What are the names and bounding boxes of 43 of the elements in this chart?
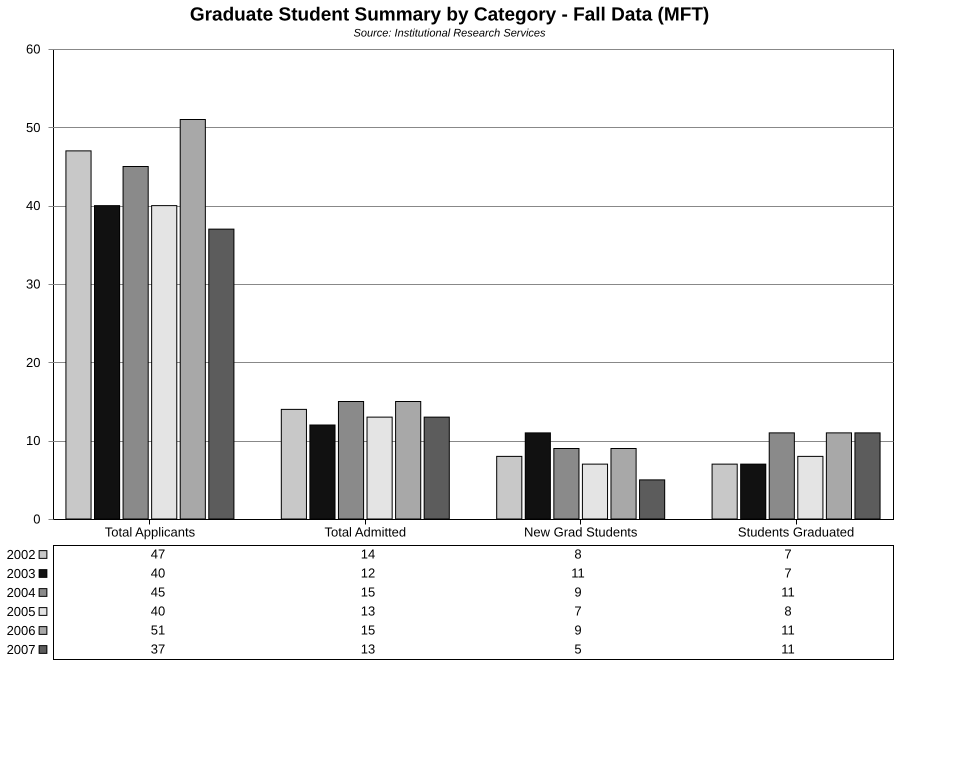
chart-subtitle: Source: Institutional Research Services [354,28,546,40]
x-tick-label: New Grad Students [524,524,638,540]
data-label: 11 [781,584,795,600]
legend-label: 2002 [6,547,36,562]
data-label: 47 [150,546,166,562]
legend-label: 2006 [6,623,36,638]
data-label: 45 [150,584,166,600]
legend-label: 2005 [6,604,36,619]
y-tick-label: 50 [26,120,40,135]
x-tick-label: Students Graduated [738,524,854,540]
data-label: 8 [784,604,792,618]
data-label: 7 [784,566,792,580]
y-tick-label: 10 [26,433,40,448]
data-label: 11 [571,566,585,580]
data-label: 11 [781,622,795,638]
data-label: 5 [574,642,582,656]
data-label: 7 [784,546,792,562]
data-label: 51 [150,622,166,638]
x-tick-label: Total Admitted [324,524,406,540]
data-label: 15 [360,622,376,638]
data-label: 40 [150,604,166,618]
x-tick-label: Total Applicants [104,524,196,540]
y-tick-label: 30 [26,276,40,292]
data-label: 13 [360,604,376,618]
data-label: 11 [781,642,795,656]
data-label: 15 [360,584,376,600]
y-tick-label: 40 [26,198,40,214]
data-label: 12 [360,566,376,580]
data-label: 37 [150,642,166,656]
legend-label: 2007 [6,642,36,657]
legend-label: 2004 [6,585,36,600]
data-label: 8 [574,546,582,562]
y-tick-label: 20 [26,354,40,370]
data-label: 7 [574,604,582,618]
data-label: 9 [574,584,582,600]
data-label: 14 [360,546,376,562]
data-label: 40 [150,566,166,580]
y-tick-label: 60 [26,42,40,56]
data-label: 9 [574,622,582,638]
data-label: 13 [360,642,376,656]
chart-title: Graduate Student Summary by Category - Fall Data (MFT) [190,4,710,26]
legend-label: 2003 [6,566,36,581]
y-tick-label: 0 [33,512,40,526]
